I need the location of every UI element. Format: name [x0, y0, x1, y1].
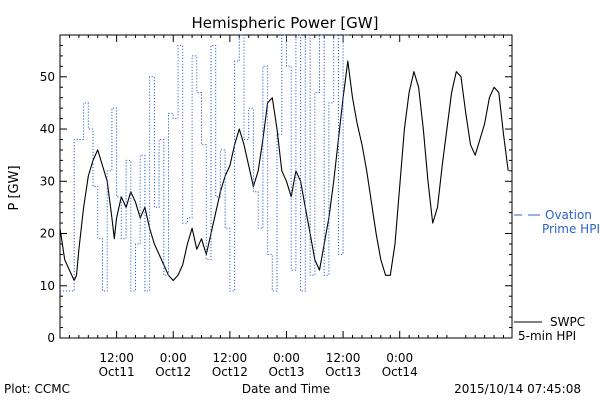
x-tick-label-date: Oct12 [155, 365, 191, 379]
y-axis: 0 10 20 30 40 50 [40, 44, 512, 345]
x-axis-label: Date and Time [242, 382, 330, 396]
x-tick-label-time: 0:00 [273, 351, 300, 365]
y-tick-label: 10 [40, 279, 55, 293]
legend-label-ovation-line2: Prime HPI [542, 222, 600, 236]
series-line-swpc [59, 60, 509, 282]
legend-label-swpc-line1: SWPC [550, 315, 585, 329]
y-tick-label: 30 [40, 174, 55, 188]
x-tick-label-time: 12:00 [213, 351, 248, 365]
legend-label-swpc-line2: 5-min HPI [518, 329, 576, 343]
x-tick-label-time: 12:00 [326, 351, 361, 365]
footer-credit: Plot: CCMC [4, 382, 70, 396]
x-tick-label-time: 12:00 [99, 351, 134, 365]
footer-timestamp: 2015/10/14 07:45:08 [454, 382, 581, 396]
y-tick-label: 0 [47, 331, 55, 345]
x-tick-label-date: Oct14 [382, 365, 418, 379]
y-axis-label: P [GW] [7, 165, 22, 210]
series-layer [59, 34, 509, 292]
x-tick-label-date: Oct13 [268, 365, 304, 379]
x-tick-label-date: Oct11 [99, 365, 135, 379]
y-tick-label: 40 [40, 122, 55, 136]
x-tick-label-date: Oct13 [325, 365, 361, 379]
chart-title: Hemispheric Power [GW] [192, 14, 379, 32]
x-tick-label-time: 0:00 [160, 351, 187, 365]
x-tick-label-time: 0:00 [386, 351, 413, 365]
x-tick-label-date: Oct12 [212, 365, 248, 379]
plot-frame [59, 34, 513, 339]
legend-label-ovation-line1: Ovation [545, 208, 592, 222]
series-line-ovation-prime [60, 34, 348, 292]
y-tick-label: 20 [40, 227, 55, 241]
x-axis: 12:00Oct110:00Oct1212:00Oct120:00Oct1312… [68, 35, 505, 379]
y-tick-label: 50 [40, 70, 55, 84]
